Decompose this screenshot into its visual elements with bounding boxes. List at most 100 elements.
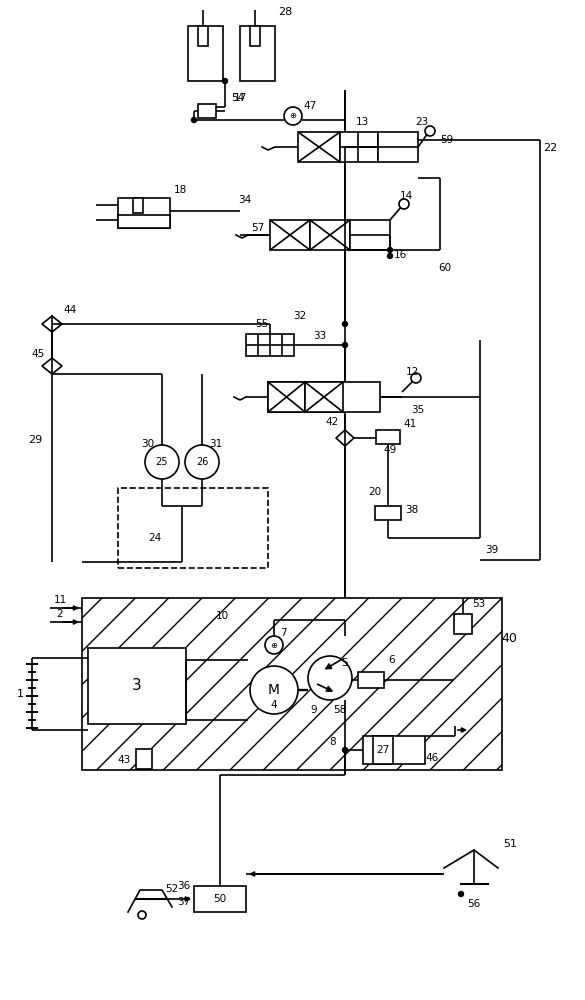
Text: ⊕: ⊕ bbox=[290, 111, 297, 120]
Bar bbox=[298, 132, 340, 162]
Text: 41: 41 bbox=[404, 419, 417, 429]
Circle shape bbox=[185, 445, 219, 479]
Text: 10: 10 bbox=[215, 611, 229, 621]
Bar bbox=[188, 26, 223, 81]
Bar bbox=[305, 382, 343, 412]
Text: 42: 42 bbox=[325, 417, 339, 427]
Text: 40: 40 bbox=[501, 632, 517, 645]
Text: 13: 13 bbox=[355, 117, 369, 127]
Text: 43: 43 bbox=[118, 755, 130, 765]
Text: 27: 27 bbox=[376, 745, 390, 755]
Text: 59: 59 bbox=[441, 135, 453, 145]
Circle shape bbox=[284, 107, 302, 125]
Circle shape bbox=[250, 666, 298, 714]
Bar bbox=[358, 672, 384, 688]
Bar bbox=[375, 506, 401, 520]
Circle shape bbox=[342, 342, 347, 348]
Circle shape bbox=[387, 253, 393, 258]
Text: 55: 55 bbox=[256, 319, 269, 329]
Circle shape bbox=[138, 911, 146, 919]
Circle shape bbox=[411, 373, 421, 383]
Bar bbox=[378, 132, 418, 162]
Text: 39: 39 bbox=[486, 545, 498, 555]
Text: 49: 49 bbox=[383, 445, 397, 455]
Text: 17: 17 bbox=[233, 93, 247, 103]
Circle shape bbox=[459, 892, 463, 896]
Bar bbox=[340, 132, 378, 162]
Bar bbox=[250, 26, 260, 46]
Text: ⊕: ⊕ bbox=[270, 641, 277, 650]
Text: 56: 56 bbox=[467, 899, 481, 909]
Text: 20: 20 bbox=[369, 487, 381, 497]
Text: 47: 47 bbox=[304, 101, 316, 111]
Circle shape bbox=[308, 656, 352, 700]
Bar bbox=[268, 382, 380, 412]
Text: 25: 25 bbox=[156, 457, 168, 467]
Text: 14: 14 bbox=[400, 191, 412, 201]
Text: 44: 44 bbox=[63, 305, 77, 315]
Text: 58: 58 bbox=[333, 705, 347, 715]
Bar bbox=[310, 220, 350, 250]
Circle shape bbox=[145, 445, 179, 479]
Circle shape bbox=[191, 117, 197, 122]
Text: 53: 53 bbox=[472, 599, 486, 609]
Text: 52: 52 bbox=[166, 884, 178, 894]
Text: 16: 16 bbox=[393, 250, 407, 260]
Bar bbox=[88, 648, 186, 724]
Bar bbox=[373, 736, 393, 764]
Bar bbox=[363, 736, 425, 764]
Bar bbox=[246, 334, 294, 356]
Bar bbox=[270, 220, 310, 250]
Bar bbox=[240, 26, 275, 81]
Text: 6: 6 bbox=[388, 655, 395, 665]
Bar bbox=[118, 488, 268, 568]
Circle shape bbox=[342, 322, 347, 326]
Text: 4: 4 bbox=[271, 700, 277, 710]
Text: 29: 29 bbox=[28, 435, 42, 445]
Text: 50: 50 bbox=[214, 894, 226, 904]
Text: 60: 60 bbox=[438, 263, 452, 273]
Text: 51: 51 bbox=[503, 839, 517, 849]
Text: 35: 35 bbox=[411, 405, 425, 415]
Bar bbox=[118, 215, 170, 228]
Circle shape bbox=[265, 636, 283, 654]
Text: 33: 33 bbox=[314, 331, 326, 341]
Bar bbox=[198, 26, 208, 46]
Text: 23: 23 bbox=[415, 117, 429, 127]
Bar bbox=[350, 220, 390, 250]
Text: 28: 28 bbox=[278, 7, 292, 17]
Text: M: M bbox=[268, 683, 280, 697]
Text: 12: 12 bbox=[405, 367, 419, 377]
Text: 3: 3 bbox=[132, 678, 142, 694]
Circle shape bbox=[342, 748, 347, 752]
Text: 36: 36 bbox=[177, 881, 191, 891]
Text: 18: 18 bbox=[173, 185, 187, 195]
Bar bbox=[268, 382, 305, 412]
Text: 46: 46 bbox=[425, 753, 439, 763]
Text: 54: 54 bbox=[232, 93, 245, 103]
Text: 38: 38 bbox=[405, 505, 419, 515]
Text: 37: 37 bbox=[177, 897, 191, 907]
Text: 31: 31 bbox=[209, 439, 223, 449]
Bar bbox=[198, 104, 216, 118]
Bar bbox=[454, 614, 472, 634]
Text: 34: 34 bbox=[238, 195, 252, 205]
Text: 2: 2 bbox=[57, 609, 63, 619]
Text: 22: 22 bbox=[543, 143, 557, 153]
Text: 32: 32 bbox=[293, 311, 307, 321]
Text: 24: 24 bbox=[149, 533, 161, 543]
Circle shape bbox=[399, 199, 409, 209]
Text: 1: 1 bbox=[16, 689, 23, 699]
Text: 26: 26 bbox=[196, 457, 208, 467]
Text: 9: 9 bbox=[311, 705, 317, 715]
Circle shape bbox=[425, 126, 435, 136]
Text: 30: 30 bbox=[142, 439, 154, 449]
Bar bbox=[82, 598, 502, 770]
Bar bbox=[376, 430, 400, 444]
Bar bbox=[136, 749, 152, 769]
Text: 8: 8 bbox=[330, 737, 336, 747]
Bar bbox=[194, 886, 246, 912]
Bar bbox=[118, 198, 170, 228]
Circle shape bbox=[387, 247, 393, 252]
Text: 7: 7 bbox=[280, 628, 286, 638]
